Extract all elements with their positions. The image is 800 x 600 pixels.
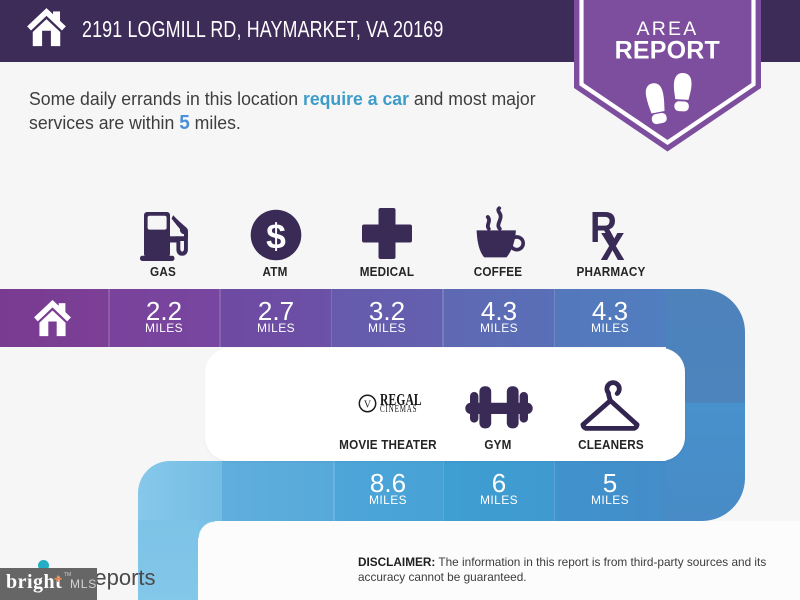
- svg-text:V: V: [364, 399, 372, 410]
- svg-text:$: $: [266, 216, 286, 256]
- svg-text:REPORT: REPORT: [615, 36, 720, 64]
- svg-text:AREA: AREA: [637, 18, 699, 40]
